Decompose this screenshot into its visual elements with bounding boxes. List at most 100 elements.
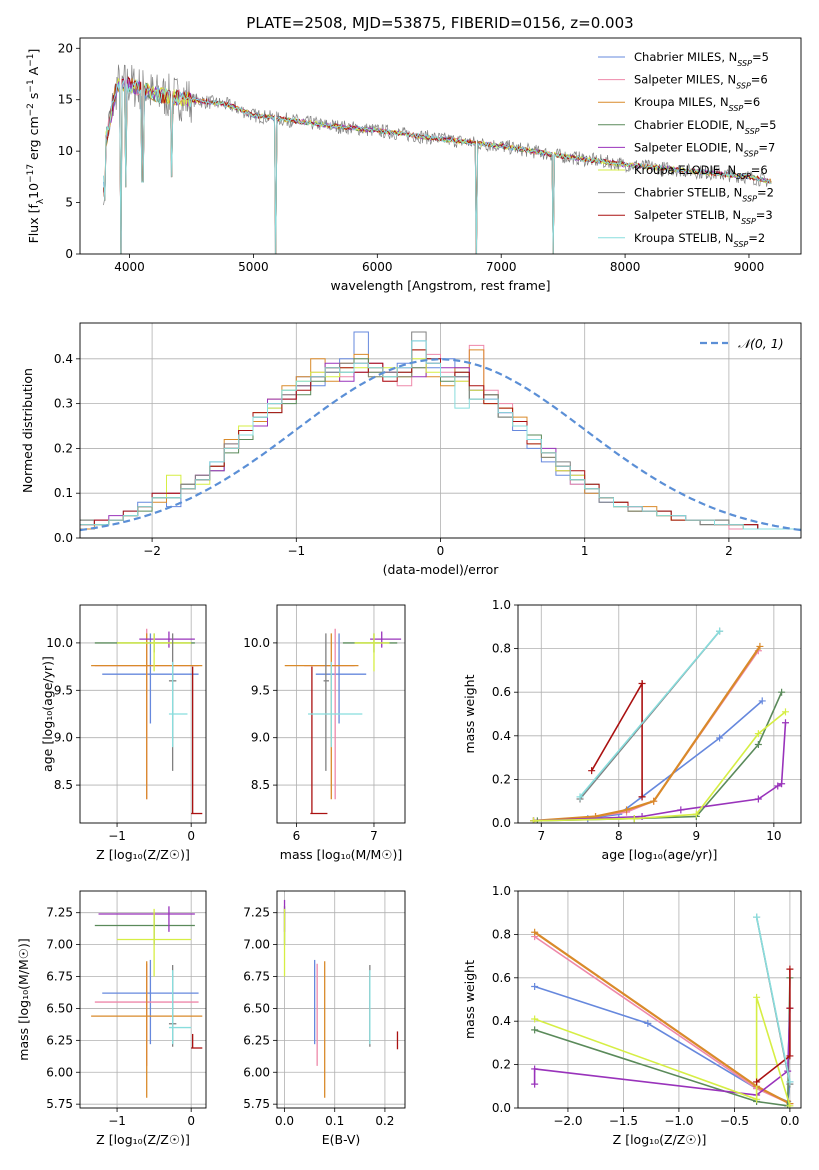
legend-sub: SSP [745,126,760,135]
x-tick-label: −2 [143,544,161,558]
y-tick-label: 6.75 [243,970,270,984]
marker-kroupa-miles [650,797,658,805]
legend-label: Salpeter STELIB, NSSP=3 [634,208,773,226]
y-label-part: −17 [26,164,36,183]
y-tick-label: 10.0 [243,636,270,650]
y-tick-label: 9.0 [54,731,73,745]
marker-kroupa-miles [531,928,539,936]
mass_age-errorbars [284,628,402,815]
marker-kroupa-miles [756,642,764,650]
y-tick-label: 0.4 [492,729,511,743]
spectrum-chabrier-stelib [103,64,772,254]
legend-n: =5 [752,50,769,64]
marker-kroupa-elodie [753,993,761,1001]
marker-salpeter-elodie [531,1065,539,1073]
marker-chabrier-miles [758,697,766,705]
marker-chabrier-elodie [778,688,786,696]
x-tick-label: 0.1 [325,1114,344,1128]
y-tick-label: 9.5 [54,683,73,697]
z_age-axes: −1 0 8.5 9.0 9.5 10.0 Z [log₁₀(Z/Z☉)] age [log₁… [40,605,206,862]
legend-label: Chabrier STELIB, NSSP=2 [634,186,774,204]
y-tick-label: 0.3 [54,397,73,411]
y-tick-label: 6.50 [243,1001,270,1015]
y-tick-label: 0.0 [54,531,73,545]
y-tick-label: 9.5 [251,683,270,697]
legend-label: Chabrier MILES, NSSP=5 [634,50,769,68]
x-tick-label: −1.5 [609,1114,638,1128]
y-tick-label: 10 [58,144,73,158]
y-tick-label: 0.2 [54,441,73,455]
x-tick-label: 7 [537,829,545,843]
x-tick-label: 6 [293,829,301,843]
x-tick-label: 0.0 [275,1114,294,1128]
x-axis-label: age [log₁₀(age/yr)] [602,847,718,862]
legend-sub: SSP [744,149,759,158]
z_age-errorbars [91,628,203,815]
marker-salpeter-elodie [677,806,685,814]
y-tick-label: 0.8 [492,927,511,941]
y-tick-label: 0.2 [492,772,511,786]
x-tick-label: 0.2 [375,1114,394,1128]
figure-title: PLATE=2508, MJD=53875, FIBERID=0156, z=0… [246,14,633,32]
y-axis-label: Normed distribution [20,368,35,493]
mass_age-axes: 6 7 8.5 9.0 9.5 10.0 mass [log₁₀(M/M☉)] [243,605,405,862]
y-tick-label: 0.4 [492,1014,511,1028]
legend-sub: SSP [729,104,744,113]
y-label-part: Flux [f [26,204,41,244]
legend-text: Chabrier STELIB, N [634,186,742,200]
x-tick-label: 0.0 [780,1114,799,1128]
y-label-part: −1 [26,79,36,92]
y-tick-label: 6.25 [46,1033,73,1047]
legend-text: Kroupa ELODIE, N [634,163,736,177]
y-label-part: −1 [26,54,36,67]
plot-layer: 4000 5000 6000 7000 8000 900005101520waveleng… [16,37,802,1147]
y-tick-label: 0.8 [492,642,511,656]
y-tick-label: 10.0 [46,636,73,650]
x-tick-label: −1 [108,829,126,843]
series-kroupa-miles [533,931,791,1105]
age_weight-lines [530,627,789,823]
x-tick-label: 10 [766,829,781,843]
y-tick-label: 6.25 [243,1033,270,1047]
x-axis-label: wavelength [Angstrom, rest frame] [330,278,550,293]
legend-label: Kroupa STELIB, NSSP=2 [634,231,765,249]
legend-text: Chabrier MILES, N [634,50,737,64]
x-tick-label: 6000 [362,260,393,274]
legend-n: =5 [760,118,777,132]
marker-salpeter-elodie [781,719,789,727]
y-tick-label: 5 [65,196,73,210]
y-tick-label: 0.0 [492,1101,511,1115]
legend-label: Chabrier ELODIE, NSSP=5 [634,118,776,136]
marker-kroupa-elodie [531,1015,539,1023]
z_mass-axes: −1 0 5.75 6.00 6.25 6.50 6.75 7.00 7.25 Z [log₁₀(… [16,891,206,1147]
x-axis-label: mass [log₁₀(M/M☉)] [280,847,402,862]
marker-salpeter-elodie [778,780,786,788]
marker-kroupa-elodie [630,815,638,823]
legend-n: =6 [751,163,768,177]
y-tick-label: 8.5 [54,778,73,792]
x-axis-label: Z [log₁₀(Z/Z☉)] [96,847,190,862]
legend-label: Kroupa MILES, NSSP=6 [634,95,760,113]
spectrum-frame [79,37,802,255]
marker-kroupa-elodie [530,817,538,823]
legend-sub: SSP [737,59,752,68]
y-tick-label: 5.75 [243,1097,270,1111]
y-tick-label: 0 [65,247,73,261]
marker-salpeter-elodie [754,795,762,803]
y-tick-label: 0.6 [492,685,511,699]
x-tick-label: 1 [581,544,589,558]
y-axis-label: mass weight [462,960,477,1039]
legend-n: =7 [758,140,775,154]
legend-sub: SSP [736,172,751,181]
marker-salpeter-stelib [638,679,646,687]
x-axis-label: Z [log₁₀(Z/Z☉)] [96,1132,190,1147]
spectrum-axes: 4000 5000 6000 7000 8000 9000 0 5 10 15 20 waveleng… [58,41,765,293]
y-label-part: λ [36,198,46,204]
ebv_mass-errorbars [283,899,399,1098]
series-kroupa-stelib [579,630,721,798]
marker-chabrier-elodie [754,741,762,749]
x-tick-label: 4000 [114,260,145,274]
z_weight-frame [517,890,802,1109]
legend-n: =2 [748,231,765,245]
